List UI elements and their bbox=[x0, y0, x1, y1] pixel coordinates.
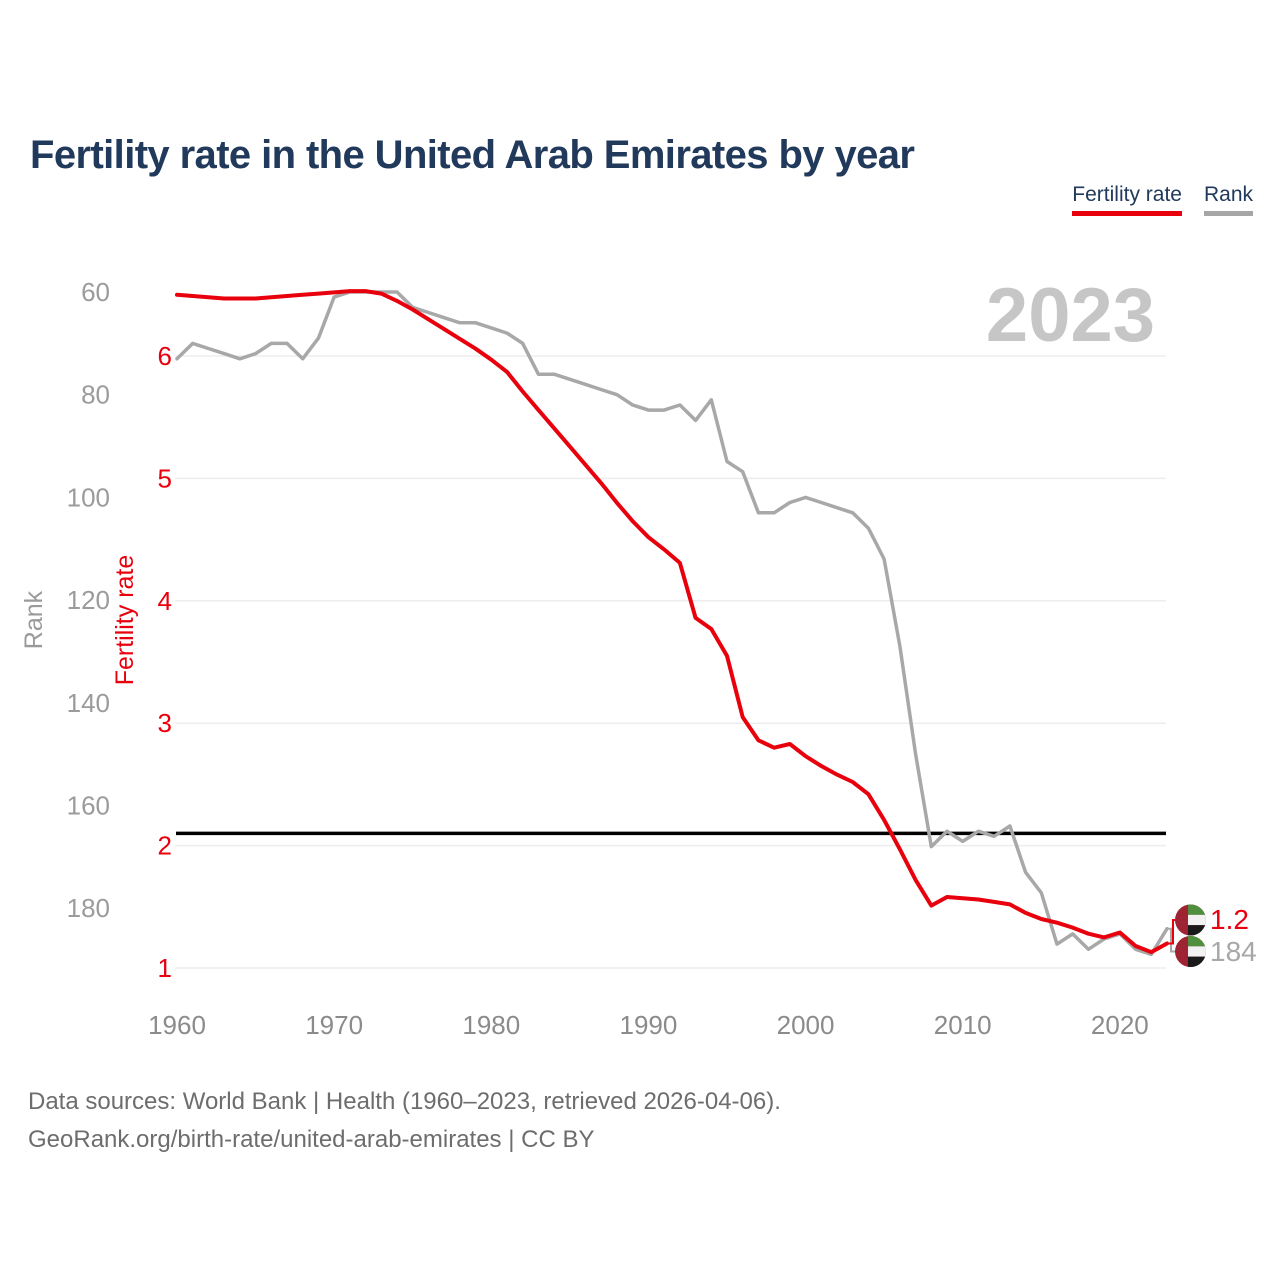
y-tick-fertility: 1 bbox=[158, 953, 172, 983]
footer-attribution: GeoRank.org/birth-rate/united-arab-emira… bbox=[28, 1126, 595, 1153]
footer: Data sources: World Bank | Health (1960–… bbox=[28, 1083, 781, 1159]
y-tick-fertility: 3 bbox=[158, 708, 172, 738]
fertility-line bbox=[175, 289, 1169, 955]
y-tick-rank: 160 bbox=[67, 791, 110, 821]
y-tick-rank: 140 bbox=[67, 688, 110, 718]
x-tick-year: 1960 bbox=[148, 1010, 206, 1040]
y-tick-fertility: 2 bbox=[158, 831, 172, 861]
page-title: Fertility rate in the United Arab Emirat… bbox=[30, 132, 915, 177]
legend-label-fertility-rate: Fertility rate bbox=[1072, 183, 1182, 206]
rank-end-connector bbox=[1168, 927, 1176, 953]
uae-flag-icon bbox=[1175, 904, 1206, 936]
y-tick-fertility: 5 bbox=[158, 463, 172, 493]
axis-title-rank: Rank bbox=[20, 590, 48, 649]
y-tick-fertility: 6 bbox=[158, 341, 172, 371]
y-tick-rank: 120 bbox=[67, 585, 110, 615]
y-tick-rank: 80 bbox=[81, 380, 110, 410]
end-label-rank: 184 bbox=[1210, 936, 1257, 967]
watermark-year: 2023 bbox=[986, 273, 1155, 358]
x-tick-year: 1990 bbox=[620, 1010, 678, 1040]
axis-title-fertility: Fertility rate bbox=[111, 555, 139, 686]
x-tick-year: 1970 bbox=[305, 1010, 363, 1040]
end-label-fertility: 1.2 bbox=[1210, 904, 1249, 935]
footer-sources: Data sources: World Bank | Health (1960–… bbox=[28, 1088, 781, 1115]
legend: Fertility rate Rank bbox=[1072, 183, 1253, 216]
x-tick-year: 1980 bbox=[462, 1010, 520, 1040]
y-tick-fertility: 4 bbox=[158, 586, 172, 616]
y-tick-rank: 180 bbox=[67, 893, 110, 923]
rank-line bbox=[175, 290, 1169, 957]
x-tick-year: 2010 bbox=[934, 1010, 992, 1040]
uae-flag-icon bbox=[1175, 936, 1206, 967]
x-tick-year: 2020 bbox=[1091, 1010, 1149, 1040]
fertility-end-connector bbox=[1168, 919, 1176, 945]
y-tick-rank: 60 bbox=[81, 277, 110, 307]
legend-label-rank: Rank bbox=[1203, 183, 1253, 206]
y-tick-rank: 100 bbox=[67, 482, 110, 512]
x-tick-year: 2000 bbox=[777, 1010, 835, 1040]
legend-item-fertility-rate[interactable]: Fertility rate bbox=[1072, 183, 1182, 216]
legend-item-rank[interactable]: Rank bbox=[1203, 183, 1253, 216]
